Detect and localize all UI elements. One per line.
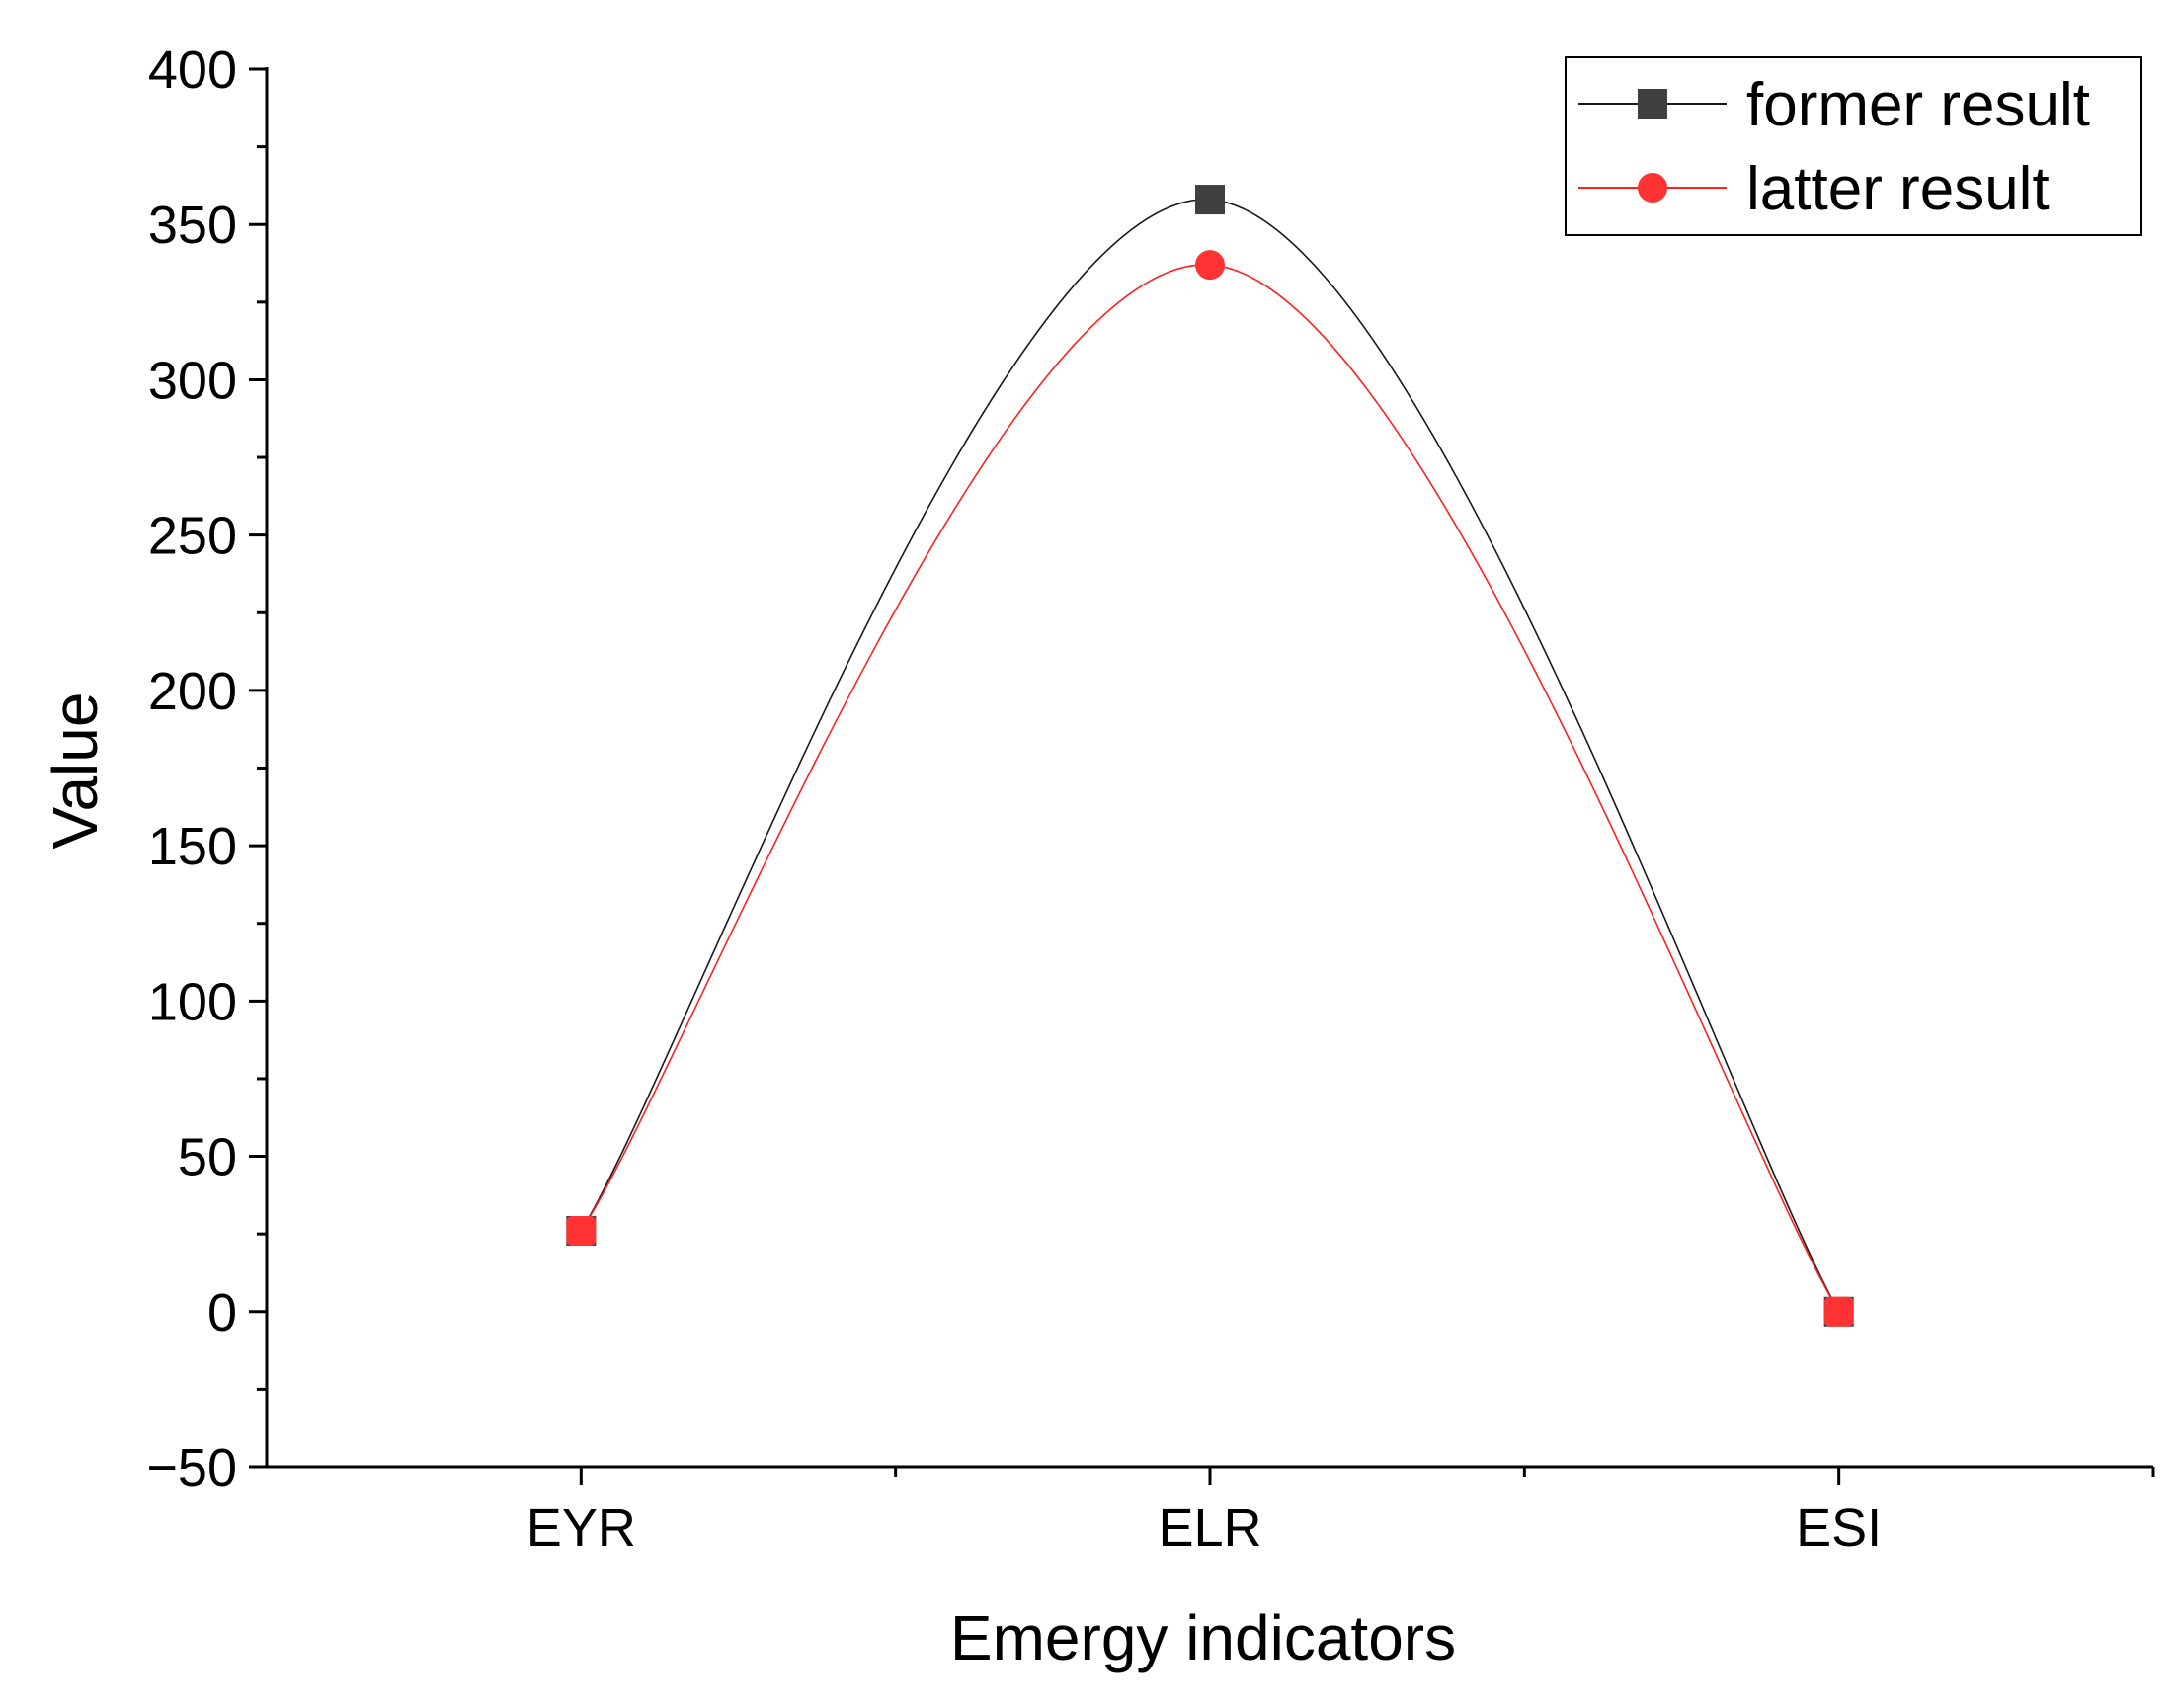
x-tick-label-ESI: ESI	[1796, 1499, 1882, 1558]
x-tick-label-ELR: ELR	[1158, 1499, 1261, 1558]
y-tick-label-350: 350	[148, 196, 237, 255]
legend-swatch-marker-latter	[1638, 173, 1667, 203]
y-tick-label-300: 300	[148, 351, 237, 410]
series-line-0	[580, 199, 1840, 1313]
y-axis-title: Value	[40, 692, 111, 850]
y-tick-label-200: 200	[148, 662, 237, 721]
series-line-1	[580, 264, 1840, 1313]
series-layer	[580, 199, 1840, 1313]
y-tick-label-250: 250	[148, 507, 237, 566]
y-tick-label-150: 150	[148, 817, 237, 876]
x-tick-label-EYR: EYR	[526, 1499, 636, 1558]
legend-item-former: former result	[1578, 71, 2090, 139]
legend-label-former: former result	[1746, 71, 2090, 139]
legend-swatch-marker-former	[1638, 89, 1667, 119]
data-point-1-ELR	[1195, 250, 1225, 281]
y-tick-label-400: 400	[148, 41, 237, 100]
data-point-1-EYR	[566, 1216, 597, 1247]
markers-layer	[566, 185, 1854, 1327]
legend-box	[1565, 56, 2142, 236]
data-point-1-ESI	[1823, 1296, 1854, 1327]
legend: former result latter result	[1565, 56, 2142, 236]
x-axis-title: Emergy indicators	[950, 1602, 1456, 1673]
y-tick-label-50: 50	[178, 1128, 237, 1187]
axes: −50 0 50 100 150 200 250 300 350 400 EYR ELR ESI	[146, 41, 2155, 1558]
y-tick-label-100: 100	[148, 972, 237, 1031]
legend-label-latter: latter result	[1746, 155, 2050, 223]
y-tick-label-0: 0	[207, 1283, 237, 1342]
data-point-0-ELR	[1195, 185, 1225, 215]
y-tick-label--50: −50	[146, 1438, 237, 1498]
legend-item-latter: latter result	[1578, 155, 2050, 223]
